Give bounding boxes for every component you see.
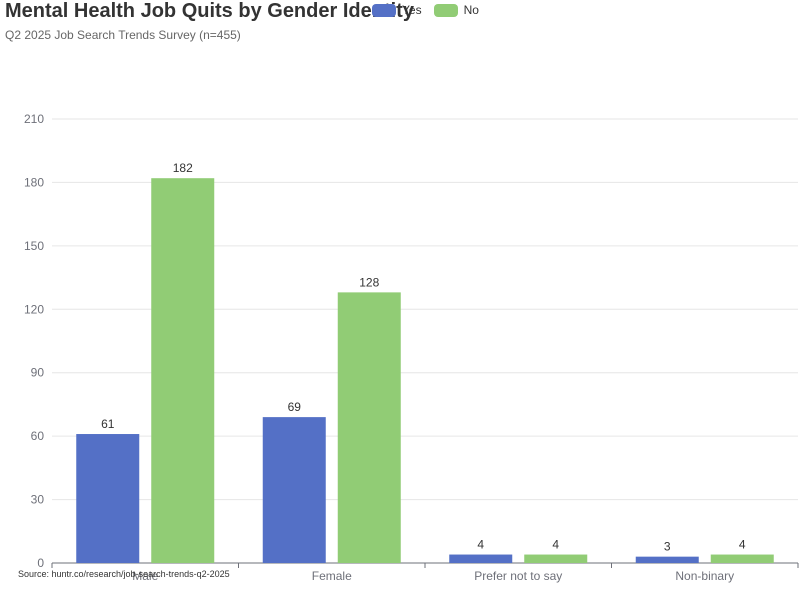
y-tick-label: 0 <box>37 556 44 570</box>
y-tick-label: 30 <box>31 493 45 507</box>
y-tick-label: 60 <box>31 429 45 443</box>
legend-item-yes[interactable]: Yes <box>372 3 422 17</box>
bar-yes <box>635 556 699 563</box>
source-note: Source: huntr.co/research/job-search-tre… <box>18 569 230 579</box>
data-label: 61 <box>101 417 115 431</box>
data-label: 4 <box>739 538 746 552</box>
bar-no <box>710 554 774 563</box>
y-tick-label: 120 <box>24 302 44 316</box>
x-tick-label: Male <box>132 569 158 583</box>
x-tick-label: Non-binary <box>675 569 734 583</box>
bar-yes <box>262 417 326 563</box>
legend-label-no: No <box>463 3 479 17</box>
chart-title: Mental Health Job Quits by Gender Identi… <box>5 0 414 22</box>
legend-swatch-yes <box>372 3 396 17</box>
y-tick-label: 210 <box>24 112 44 126</box>
legend-label-yes: Yes <box>402 3 422 17</box>
legend-swatch-no <box>433 3 458 17</box>
bar-yes <box>449 554 513 563</box>
y-tick-label: 180 <box>24 175 44 189</box>
legend: Yes No <box>372 3 479 17</box>
legend-item-no[interactable]: No <box>433 3 479 17</box>
x-tick-label: Prefer not to say <box>474 569 562 583</box>
data-label: 128 <box>359 275 379 289</box>
data-label: 182 <box>173 161 193 175</box>
bar-no <box>337 292 401 563</box>
y-tick-label: 90 <box>31 366 45 380</box>
bar-no <box>151 178 215 563</box>
bar-no <box>524 554 588 563</box>
data-label: 69 <box>288 400 302 414</box>
chart-subtitle: Q2 2025 Job Search Trends Survey (n=455) <box>5 28 241 42</box>
x-tick-label: Female <box>312 569 352 583</box>
data-label: 4 <box>552 538 559 552</box>
bar-yes <box>76 434 140 563</box>
data-label: 4 <box>477 538 484 552</box>
y-tick-label: 150 <box>24 239 44 253</box>
data-label: 3 <box>664 540 671 554</box>
